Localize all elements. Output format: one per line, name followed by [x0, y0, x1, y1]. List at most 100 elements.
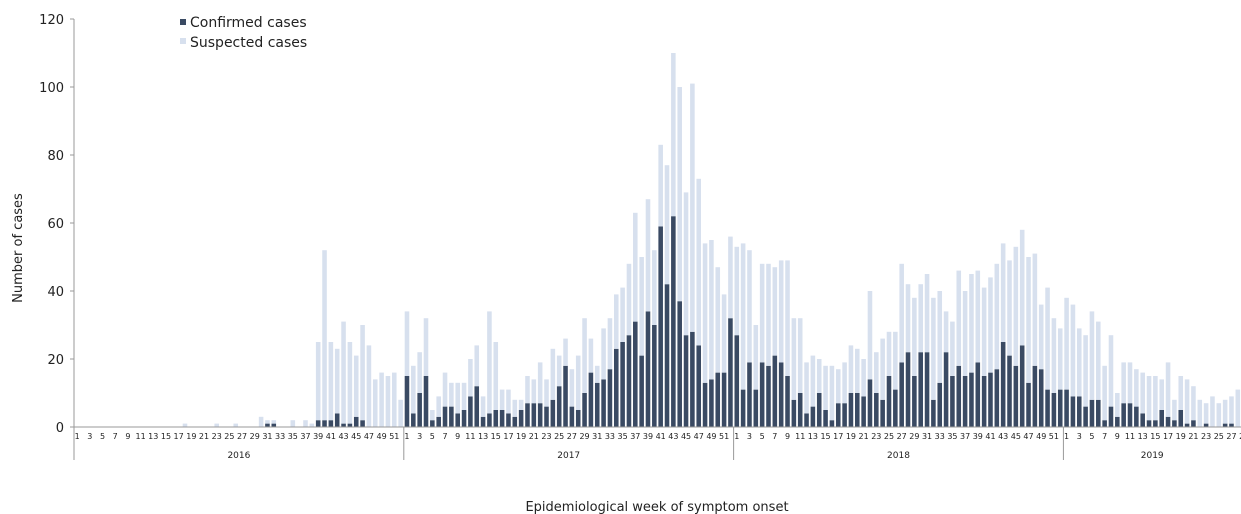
bar-suspected	[918, 284, 923, 353]
bar-suspected	[1019, 229, 1025, 346]
x-tick-label: 29	[909, 432, 919, 441]
bar-suspected	[575, 355, 581, 410]
bar-confirmed	[931, 399, 936, 427]
bar-confirmed	[531, 403, 537, 427]
bar-confirmed	[1159, 410, 1165, 427]
x-tick-label: 15	[491, 432, 501, 441]
bar-confirmed	[1032, 365, 1038, 427]
y-axis: 0 20 40 60 80 100 120	[39, 13, 75, 436]
bar-suspected	[233, 423, 239, 427]
bar-suspected	[715, 267, 721, 373]
year-label: 2019	[1141, 451, 1164, 461]
bar-suspected	[702, 243, 708, 383]
y-tick-label: 20	[47, 353, 64, 368]
bar-suspected	[1038, 304, 1044, 370]
bar-suspected	[1000, 243, 1006, 342]
x-tick-label: 27	[1226, 432, 1236, 441]
bar-confirmed	[1184, 423, 1190, 427]
bar-suspected	[506, 389, 511, 414]
bar-confirmed	[265, 423, 270, 427]
bar-suspected	[1216, 403, 1222, 427]
x-axis-title: Epidemiological week of symptom onset	[525, 500, 788, 514]
x-tick-label: 25	[884, 432, 894, 441]
x-tick-label: 7	[442, 432, 447, 441]
bar-suspected	[442, 372, 448, 407]
bar-suspected	[772, 267, 778, 356]
x-tick-label: 43	[338, 432, 348, 441]
bar-suspected	[512, 399, 518, 417]
bar-suspected	[493, 342, 499, 410]
x-tick-label: 37	[630, 432, 640, 441]
bar-confirmed	[861, 396, 866, 427]
bar-suspected	[1197, 399, 1203, 427]
bar-confirmed	[461, 410, 467, 427]
bar-suspected	[290, 420, 296, 427]
x-tick-label: 23	[541, 432, 551, 441]
bar-confirmed	[1089, 399, 1095, 427]
bar-confirmed	[747, 362, 752, 427]
bar-suspected	[1102, 365, 1107, 421]
bar-suspected	[740, 243, 746, 390]
bar-confirmed	[874, 393, 879, 427]
bar-suspected	[430, 410, 435, 421]
bar-confirmed	[912, 376, 917, 427]
bar-confirmed	[791, 399, 797, 427]
bar-confirmed	[575, 410, 581, 427]
bar-confirmed	[480, 416, 486, 427]
bar-suspected	[588, 338, 594, 373]
bar-suspected	[531, 379, 537, 404]
x-tick-label: 17	[174, 432, 184, 441]
x-tick-label: 15	[161, 432, 171, 441]
y-tick-label: 0	[56, 421, 64, 436]
bar-suspected	[728, 236, 733, 319]
bar-suspected	[753, 325, 759, 390]
bar-suspected	[981, 287, 987, 376]
bar-suspected	[810, 355, 816, 407]
bar-confirmed	[943, 352, 949, 427]
bar-suspected	[449, 382, 454, 407]
bar-confirmed	[1026, 382, 1031, 427]
bar-suspected	[912, 297, 917, 376]
bar-suspected	[353, 355, 359, 417]
bar-suspected	[734, 246, 740, 336]
x-tick-label: 11	[795, 432, 805, 441]
bar-confirmed	[512, 416, 518, 427]
bar-suspected	[874, 352, 879, 393]
bar-confirmed	[981, 376, 987, 427]
bar-suspected	[1032, 253, 1038, 366]
x-tick-label: 17	[1163, 432, 1173, 441]
bar-confirmed	[918, 352, 923, 427]
bar-confirmed	[550, 399, 556, 427]
x-tick-label: 13	[1138, 432, 1148, 441]
bar-suspected	[962, 291, 968, 376]
bar-suspected	[569, 369, 575, 407]
x-tick-label: 7	[113, 432, 118, 441]
bar-suspected	[816, 359, 822, 393]
bar-confirmed	[487, 413, 492, 427]
x-tick-label: 21	[199, 432, 209, 441]
bar-confirmed	[715, 372, 721, 427]
bar-confirmed	[1083, 406, 1088, 427]
bar-suspected	[537, 362, 543, 404]
x-tick-label: 31	[592, 432, 602, 441]
bar-confirmed	[677, 301, 682, 427]
bar-suspected	[931, 297, 936, 400]
bar-suspected	[594, 365, 600, 383]
bar-confirmed	[1108, 406, 1114, 427]
x-tick-label: 3	[87, 432, 92, 441]
x-tick-label: 19	[186, 432, 196, 441]
bar-confirmed	[721, 372, 727, 427]
bar-suspected	[1064, 297, 1069, 390]
bar-suspected	[499, 389, 505, 410]
x-tick-label: 41	[326, 432, 336, 441]
x-tick-label: 29	[250, 432, 260, 441]
bar-suspected	[525, 376, 530, 404]
x-tick-label: 5	[100, 432, 105, 441]
bar-suspected	[652, 250, 657, 325]
bar-confirmed	[683, 335, 689, 427]
year-label: 2017	[557, 451, 580, 461]
bar-suspected	[309, 423, 315, 427]
bar-confirmed	[569, 406, 575, 427]
bar-confirmed	[1013, 365, 1019, 427]
